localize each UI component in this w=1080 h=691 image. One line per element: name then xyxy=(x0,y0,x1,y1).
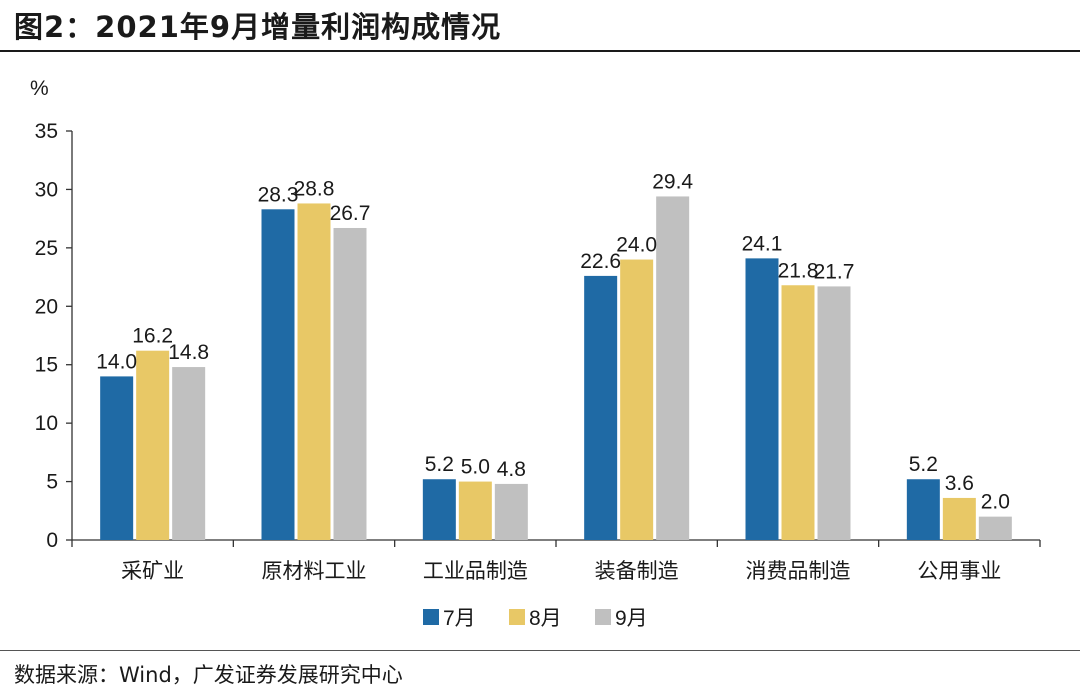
title-divider xyxy=(0,50,1080,52)
y-tick-label: 20 xyxy=(35,295,58,318)
legend: 7月 8月 9月 xyxy=(423,607,648,630)
bar xyxy=(297,203,331,541)
data-label: 5.2 xyxy=(425,453,454,476)
bar xyxy=(656,196,690,540)
x-category-label: 原材料工业 xyxy=(262,559,367,583)
legend-label: 8月 xyxy=(529,607,562,630)
bar xyxy=(100,376,134,540)
data-label: 21.8 xyxy=(778,259,819,282)
data-label: 4.8 xyxy=(497,458,526,481)
bar xyxy=(494,483,528,540)
legend-label: 7月 xyxy=(443,607,476,630)
bar xyxy=(584,275,618,540)
y-tick-label: 30 xyxy=(35,178,58,201)
x-category-label: 消费品制造 xyxy=(746,559,851,583)
y-tick-label: 0 xyxy=(46,529,58,552)
y-tick-label: 25 xyxy=(35,237,58,260)
data-label: 29.4 xyxy=(652,170,693,193)
y-tick-label: 35 xyxy=(35,120,58,143)
bar xyxy=(333,227,367,540)
data-label: 5.0 xyxy=(461,456,490,479)
data-label: 24.1 xyxy=(742,232,783,255)
bar xyxy=(978,516,1012,540)
data-label: 24.0 xyxy=(616,234,657,257)
data-label: 26.7 xyxy=(330,202,371,225)
data-label: 14.8 xyxy=(168,341,209,364)
chart-title: 图2：2021年9月增量利润构成情况 xyxy=(14,10,502,44)
bar xyxy=(942,497,976,540)
bars-group xyxy=(100,196,1012,541)
data-label: 21.7 xyxy=(814,260,855,283)
data-label: 14.0 xyxy=(96,350,137,373)
legend-swatch xyxy=(509,609,525,625)
x-category-label: 采矿业 xyxy=(121,559,184,583)
y-tick-label: 10 xyxy=(35,412,58,435)
x-category-label: 工业品制造 xyxy=(423,559,528,583)
data-label: 28.3 xyxy=(258,183,299,206)
legend-swatch xyxy=(423,609,439,625)
bar xyxy=(458,481,492,540)
data-label: 22.6 xyxy=(580,250,621,273)
bar xyxy=(261,209,295,540)
x-category-label: 装备制造 xyxy=(595,559,679,583)
footer-divider xyxy=(0,650,1080,651)
bar xyxy=(172,367,206,540)
x-axis: 采矿业 原材料工业 工业品制造 装备制造 消费品制造 公用事业 xyxy=(71,539,1041,583)
legend-label: 9月 xyxy=(615,607,648,630)
legend-swatch xyxy=(595,609,611,625)
data-label: 5.2 xyxy=(909,453,938,476)
bar xyxy=(422,479,456,540)
data-label: 3.6 xyxy=(945,472,974,495)
data-label: 16.2 xyxy=(132,325,173,348)
y-tick-label: 15 xyxy=(35,354,58,377)
source-note: 数据来源：Wind，广发证券发展研究中心 xyxy=(14,663,403,687)
y-axis: 0 5 10 15 20 25 30 35% xyxy=(30,77,73,552)
data-label: 2.0 xyxy=(981,491,1010,514)
bar xyxy=(781,285,815,540)
bar xyxy=(620,259,654,540)
bar xyxy=(906,479,940,540)
data-label: 28.8 xyxy=(294,177,335,200)
bar xyxy=(136,350,170,540)
data-labels-group: 14.016.214.828.328.826.75.2 5.0 4.822.624.… xyxy=(96,170,1010,513)
bar xyxy=(745,258,779,540)
x-category-label: 公用事业 xyxy=(917,559,1001,583)
y-axis-unit: % xyxy=(30,77,49,100)
bar xyxy=(817,286,851,540)
y-tick-label: 5 xyxy=(46,471,58,494)
